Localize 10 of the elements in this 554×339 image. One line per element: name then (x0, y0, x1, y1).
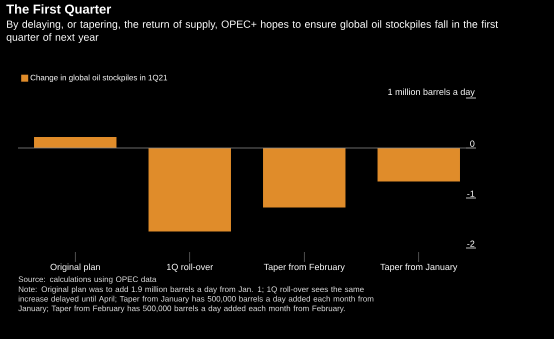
x-tick-label: Taper from February (264, 264, 345, 272)
x-tick-label: Taper from January (380, 264, 458, 272)
x-tick-label: 1Q roll-over (167, 264, 214, 272)
x-tick-label: Original plan (50, 264, 100, 272)
y-tick-label: 1 million barrels a day (388, 88, 475, 97)
chart-subtitle: By delaying, or tapering, the return of supply, OPEC+ hopes to ensure global oil stockpiles fall in the first quarter of next year (6, 20, 498, 43)
y-tick-label: -1 (467, 190, 474, 197)
chart-title: The First Quarter (6, 4, 112, 16)
y-tick-label: 0 (470, 140, 474, 147)
y-tick-label: -2 (467, 240, 474, 247)
